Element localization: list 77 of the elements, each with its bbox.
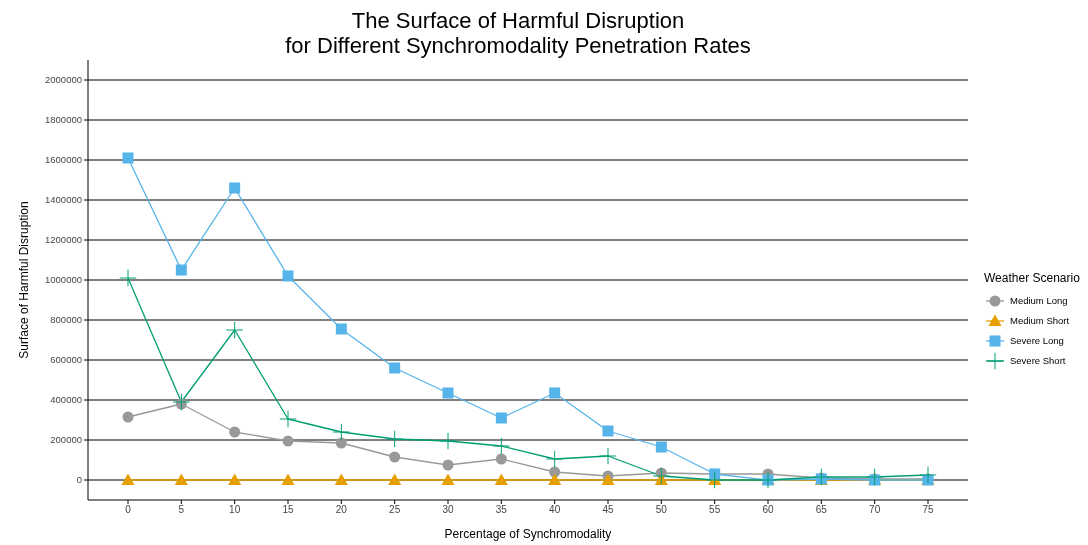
point [332, 423, 351, 441]
point [229, 426, 241, 438]
point [599, 447, 617, 465]
y-tick-label: 1800000 [45, 114, 82, 126]
point [335, 437, 347, 449]
y-tick-label: 600000 [50, 354, 82, 366]
y-tick-label: 1200000 [45, 234, 82, 246]
x-tick-label: 75 [922, 504, 934, 516]
point [548, 473, 562, 485]
y-tick-label: 1000000 [45, 274, 82, 286]
x-tick-label: 45 [602, 504, 614, 516]
x-tick-label: 70 [869, 504, 881, 516]
point [282, 435, 294, 447]
x-tick-label: 0 [125, 504, 132, 516]
point [602, 425, 614, 437]
point [279, 410, 297, 428]
point [119, 269, 137, 287]
point [122, 411, 134, 423]
point [652, 467, 671, 485]
point [919, 466, 937, 484]
point [495, 412, 507, 424]
legend-title: Weather Scenario [984, 270, 1080, 285]
legend-label: Severe Long [1010, 335, 1064, 346]
point [549, 387, 561, 399]
point [282, 270, 294, 282]
x-tick-label: 65 [815, 504, 828, 516]
point [441, 473, 455, 485]
point [442, 459, 454, 471]
point [174, 473, 188, 485]
point [225, 321, 244, 339]
point [385, 430, 404, 448]
y-tick-label: 400000 [50, 394, 82, 406]
x-tick-label: 15 [282, 504, 294, 516]
point [439, 432, 457, 450]
x-tick-label: 5 [178, 504, 185, 516]
y-tick-label: 2000000 [45, 74, 82, 86]
point [492, 437, 511, 455]
point [281, 473, 295, 485]
x-tick-label: 20 [335, 504, 348, 516]
legend-label: Medium Long [1010, 295, 1068, 306]
x-tick-label: 40 [549, 504, 561, 516]
y-tick-label: 0 [76, 474, 82, 486]
point [334, 473, 348, 485]
legend-label: Severe Short [1010, 355, 1066, 366]
point [122, 152, 134, 164]
point [812, 468, 831, 486]
x-tick-label: 55 [709, 504, 721, 516]
point [389, 362, 401, 374]
legend-label: Medium Short [1010, 315, 1070, 326]
point [545, 450, 564, 468]
y-tick-label: 200000 [50, 434, 82, 446]
y-tick-label: 1600000 [45, 154, 82, 166]
point [865, 468, 884, 486]
point [495, 453, 507, 465]
point [228, 473, 242, 485]
y-tick-label: 800000 [50, 314, 82, 326]
x-tick-label: 50 [655, 504, 668, 516]
point [335, 323, 347, 335]
point [494, 473, 508, 485]
x-tick-label: 60 [762, 504, 774, 516]
y-axis-title: Surface of Harmful Disruption [17, 201, 31, 359]
point [655, 441, 667, 453]
y-tick-label: 1400000 [45, 194, 82, 206]
x-tick-label: 10 [229, 504, 241, 516]
point [172, 393, 191, 411]
x-tick-label: 35 [495, 504, 508, 516]
point [175, 264, 187, 276]
point [389, 451, 401, 463]
x-tick-label: 30 [442, 504, 454, 516]
point [121, 473, 135, 485]
point [442, 387, 454, 399]
point [705, 471, 724, 489]
point [388, 473, 402, 485]
x-axis-title: Percentage of Synchromodality [444, 527, 612, 541]
chart-title: The Surface of Harmful Disruption for Different Synchromodality Penetration Rates [284, 8, 752, 58]
x-tick-label: 25 [389, 504, 401, 516]
point [229, 182, 241, 194]
